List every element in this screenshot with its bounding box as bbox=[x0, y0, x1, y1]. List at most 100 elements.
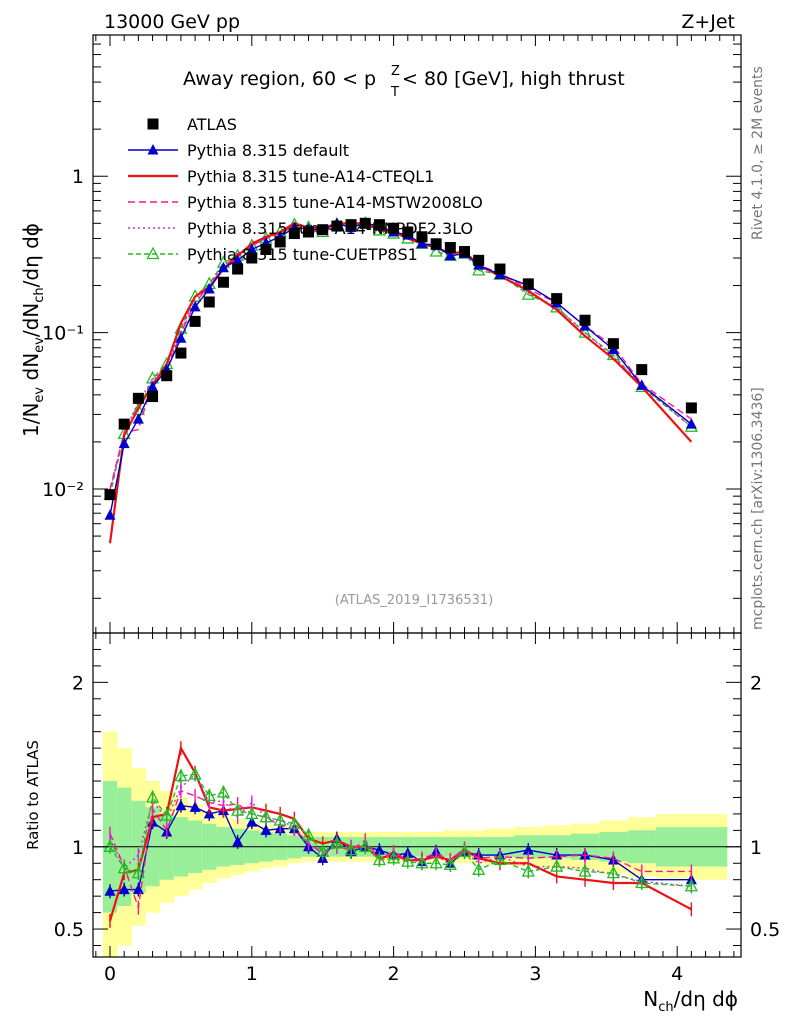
ratio-marker bbox=[260, 824, 272, 835]
legend-label: Pythia 8.315 tune-CUETP8S1 bbox=[187, 245, 418, 264]
ratio-marker bbox=[301, 827, 316, 841]
ratio-marker bbox=[189, 801, 201, 812]
ratio-marker bbox=[131, 865, 145, 879]
ratio-marker bbox=[606, 865, 620, 879]
ratio-marker bbox=[132, 883, 144, 895]
main-marker bbox=[288, 228, 300, 240]
main-marker bbox=[522, 278, 534, 290]
ratio-y-tick-label: 0.5 bbox=[54, 919, 84, 941]
ratio-series-line bbox=[109, 773, 692, 887]
ratio-marker bbox=[104, 885, 116, 896]
main-marker bbox=[607, 338, 619, 350]
main-marker bbox=[232, 263, 244, 275]
main-series-line bbox=[109, 222, 692, 516]
main-y-axis-label: 1/Nev dNev/dNch/dη dϕ bbox=[19, 223, 47, 437]
legend-marker bbox=[147, 118, 159, 130]
main-marker bbox=[217, 276, 229, 288]
series-layer bbox=[103, 215, 698, 928]
main-marker bbox=[132, 413, 144, 424]
legend-entry[interactable]: Pythia 8.315 tune-A14-NNPDF2.3LO bbox=[128, 219, 473, 238]
main-marker bbox=[232, 254, 244, 265]
y-tick-label: 10⁻¹ bbox=[42, 323, 84, 345]
main-marker bbox=[473, 254, 485, 266]
y-tick-label: 1 bbox=[72, 166, 84, 188]
x-tick-label: 1 bbox=[246, 963, 258, 985]
main-marker bbox=[444, 242, 456, 254]
x-tick-label: 2 bbox=[388, 963, 400, 985]
main-marker bbox=[175, 347, 187, 359]
ratio-marker bbox=[457, 844, 472, 857]
ratio-marker bbox=[401, 854, 415, 867]
ratio-marker bbox=[415, 855, 429, 869]
legend-label: Pythia 8.315 tune-A14-MSTW2008LO bbox=[187, 193, 483, 212]
main-series-2 bbox=[108, 222, 693, 544]
ratio-y-tick-label-right: 0.5 bbox=[750, 919, 780, 941]
mcplots-label: mcplots.cern.ch [arXiv:1306.3436] bbox=[750, 387, 766, 630]
ratio-marker bbox=[344, 842, 358, 856]
legend-label: Pythia 8.315 tune-A14-CTEQL1 bbox=[187, 167, 434, 186]
main-series-line bbox=[108, 222, 693, 544]
x-tick-label: 0 bbox=[104, 963, 116, 985]
ratio-marker bbox=[387, 850, 401, 864]
ratio-marker bbox=[245, 806, 259, 820]
legend-entry[interactable]: Pythia 8.315 default bbox=[128, 141, 349, 160]
plot-title: Away region, 60 < p Z T < 80 [GeV], high… bbox=[183, 64, 625, 100]
ratio-marker bbox=[316, 844, 330, 857]
ratio-marker bbox=[174, 768, 188, 782]
main-marker bbox=[636, 379, 648, 390]
legend-entry[interactable]: Pythia 8.315 tune-A14-CTEQL1 bbox=[128, 167, 434, 186]
ratio-marker bbox=[145, 790, 160, 803]
ratio-marker bbox=[287, 816, 301, 829]
ratio-y-tick-label-right: 1 bbox=[750, 837, 762, 859]
ratio-marker bbox=[117, 860, 131, 874]
main-marker bbox=[118, 418, 130, 430]
main-series-line bbox=[109, 222, 692, 495]
legend-label: Pythia 8.315 tune-A14-NNPDF2.3LO bbox=[187, 219, 473, 238]
x-tick-label: 3 bbox=[529, 963, 541, 985]
ratio-marker bbox=[635, 875, 649, 889]
energy-label: 13000 GeV pp bbox=[104, 11, 240, 33]
main-marker bbox=[104, 489, 116, 501]
legend-marker bbox=[146, 246, 160, 260]
ratio-marker bbox=[188, 767, 202, 780]
ratio-marker bbox=[246, 816, 258, 827]
main-marker bbox=[104, 509, 116, 520]
main-marker bbox=[388, 222, 400, 234]
legend: ATLAS Pythia 8.315 default Pythia 8.315 tu… bbox=[128, 115, 483, 264]
process-label: Z+Jet bbox=[681, 11, 735, 33]
legend-entry[interactable]: Pythia 8.315 tune-CUETP8S1 bbox=[128, 245, 418, 264]
main-marker bbox=[359, 217, 371, 229]
ratio-marker bbox=[232, 835, 244, 847]
ratio-series-line bbox=[109, 804, 692, 892]
ratio-marker bbox=[493, 852, 507, 866]
ratio-y-tick-label-right: 2 bbox=[750, 672, 762, 694]
legend-entry[interactable]: ATLAS bbox=[147, 115, 237, 134]
main-marker bbox=[246, 252, 258, 264]
ratio-y-axis-label: Ratio to ATLAS bbox=[24, 740, 42, 850]
main-marker bbox=[331, 220, 343, 232]
ratio-frame bbox=[92, 632, 742, 958]
legend-label: ATLAS bbox=[187, 115, 237, 134]
ratio-marker bbox=[372, 852, 386, 866]
legend-marker bbox=[147, 144, 159, 155]
ratio-marker bbox=[578, 864, 592, 877]
ratio-y-tick-label: 1 bbox=[72, 837, 84, 859]
ratio-marker bbox=[216, 785, 231, 798]
axes: 0 1 2 3 4 10⁻² 10⁻¹ 1 0.5 0.5 1 1 2 2 bbox=[42, 34, 780, 985]
main-marker bbox=[459, 246, 471, 258]
ratio-y-tick-label: 2 bbox=[72, 672, 84, 694]
main-marker bbox=[402, 226, 414, 238]
main-marker bbox=[429, 244, 443, 257]
main-marker bbox=[118, 437, 130, 449]
main-marker bbox=[317, 224, 329, 236]
ratio-marker bbox=[521, 864, 535, 877]
main-marker bbox=[685, 418, 697, 429]
ratio-marker bbox=[373, 844, 385, 855]
main-marker bbox=[416, 237, 428, 249]
ratio-series-line bbox=[108, 745, 692, 922]
plot-title-text: Away region, 60 < p bbox=[183, 68, 376, 90]
main-marker bbox=[430, 238, 442, 250]
legend-entry[interactable]: Pythia 8.315 tune-A14-MSTW2008LO bbox=[128, 193, 483, 212]
ratio-marker bbox=[550, 859, 564, 872]
